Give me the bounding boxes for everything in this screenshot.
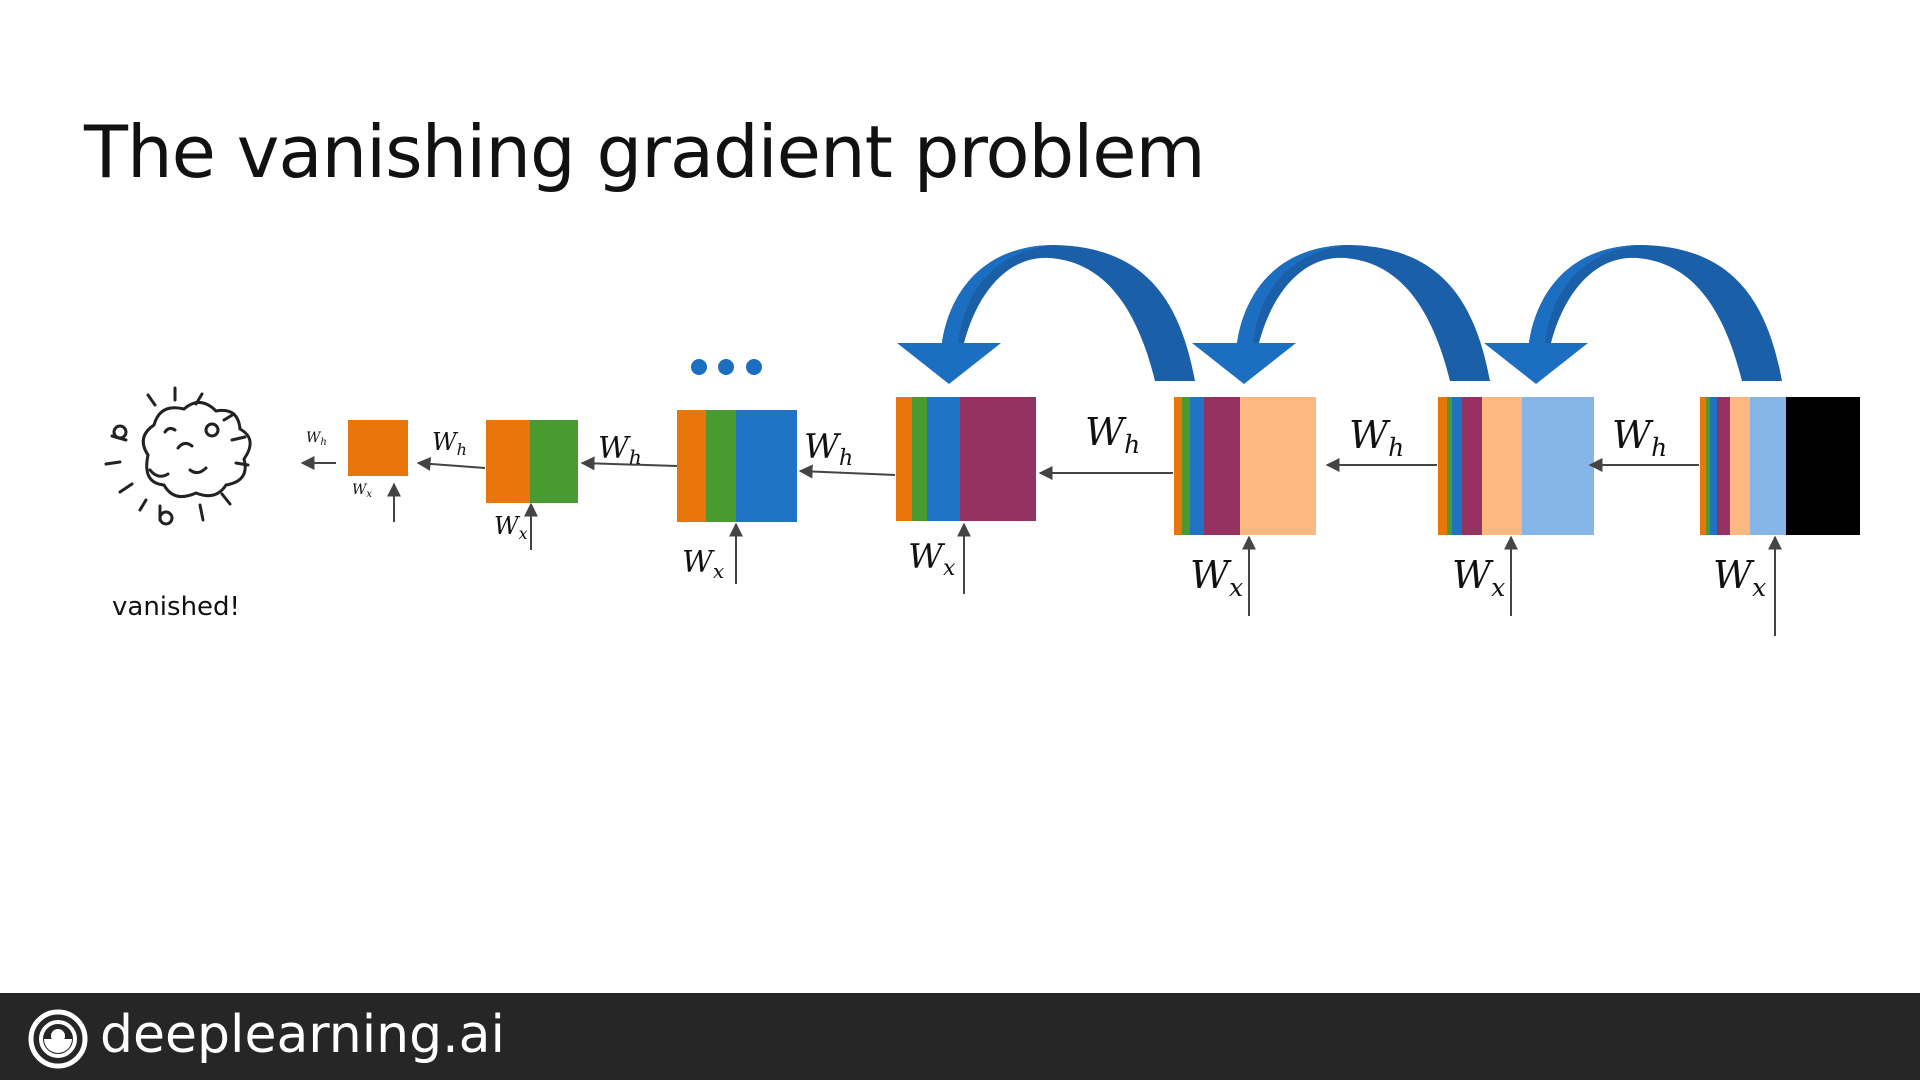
rnn-cell-5 bbox=[1174, 397, 1316, 535]
cell-stripe-plum bbox=[1204, 397, 1240, 535]
cell-stripe-orange bbox=[348, 420, 408, 476]
ellipsis-dots bbox=[691, 359, 762, 375]
wh-arrow-2 bbox=[416, 456, 486, 471]
cell-stripe-green bbox=[1447, 397, 1452, 535]
cell-stripe-blue bbox=[736, 410, 797, 522]
backprop-curved-arrow-1 bbox=[897, 245, 1195, 384]
backprop-curved-arrow-3 bbox=[1484, 245, 1782, 384]
vanished-label: vanished! bbox=[112, 592, 240, 622]
rnn-cell-3 bbox=[677, 410, 797, 522]
rnn-diagram: Wh Wh Wh Wh Wh Wh Wh Wx Wx Wx Wx Wx Wx W… bbox=[104, 245, 1860, 636]
cell-stripe-light-blue bbox=[1522, 397, 1594, 535]
cell-stripe-peach bbox=[1240, 397, 1316, 535]
cell-stripe-plum bbox=[960, 397, 1036, 521]
wx-label-4: Wx bbox=[908, 537, 956, 581]
wx-label-3: Wx bbox=[682, 545, 724, 583]
cell-stripe-black bbox=[1786, 397, 1860, 535]
wx-label-7: Wx bbox=[1713, 553, 1766, 602]
cell-stripe-blue bbox=[927, 397, 960, 521]
explosion-icon bbox=[104, 386, 252, 526]
wh-arrow-3 bbox=[580, 456, 678, 471]
cell-stripe-orange bbox=[1174, 397, 1182, 535]
cell-stripe-green bbox=[1706, 397, 1710, 535]
cell-stripe-green bbox=[530, 420, 578, 503]
cell-stripe-blue bbox=[1190, 397, 1204, 535]
cell-stripe-green bbox=[706, 410, 736, 522]
wh-label-2: Wh bbox=[432, 428, 467, 459]
wh-label-7: Wh bbox=[1612, 413, 1667, 462]
wh-label-6: Wh bbox=[1349, 413, 1404, 462]
rnn-cell-2 bbox=[486, 420, 578, 503]
wh-label-5: Wh bbox=[1085, 410, 1140, 459]
cell-stripe-peach bbox=[1482, 397, 1522, 535]
deeplearning-logo-icon bbox=[28, 1009, 88, 1069]
rnn-cell-4 bbox=[896, 397, 1036, 521]
wx-label-2: Wx bbox=[494, 512, 528, 543]
cell-stripe-orange bbox=[486, 420, 530, 503]
wh-label-4: Wh bbox=[804, 427, 853, 471]
ellipsis-dot bbox=[746, 359, 762, 375]
rnn-cell-7 bbox=[1700, 397, 1860, 535]
rnn-cell-6 bbox=[1438, 397, 1594, 535]
cell-stripe-blue bbox=[1710, 397, 1717, 535]
wx-label-6: Wx bbox=[1452, 553, 1505, 602]
ellipsis-dot bbox=[718, 359, 734, 375]
cell-stripe-orange bbox=[677, 410, 706, 522]
cell-stripe-plum bbox=[1717, 397, 1730, 535]
slide-title: The vanishing gradient problem bbox=[84, 110, 1206, 194]
cell-stripe-orange bbox=[1438, 397, 1447, 535]
cell-stripe-green bbox=[1182, 397, 1190, 535]
cell-stripe-orange bbox=[1700, 397, 1706, 535]
backprop-curved-arrow-2 bbox=[1192, 245, 1490, 384]
footer-bar: deeplearning.ai bbox=[0, 993, 1920, 1080]
ellipsis-dot bbox=[691, 359, 707, 375]
wx-label-5: Wx bbox=[1190, 553, 1243, 602]
cell-stripe-green bbox=[912, 397, 927, 521]
slide: The vanishing gradient problem bbox=[84, 110, 1860, 636]
brand-name: deeplearning.ai bbox=[100, 1005, 505, 1065]
rnn-cell-1 bbox=[348, 420, 408, 476]
wh-label-1: Wh bbox=[306, 430, 327, 448]
cell-stripe-plum bbox=[1462, 397, 1482, 535]
cell-stripe-blue bbox=[1452, 397, 1462, 535]
cell-stripe-peach bbox=[1730, 397, 1750, 535]
wh-arrow-4 bbox=[798, 464, 896, 479]
cell-stripe-orange bbox=[896, 397, 912, 521]
cell-stripe-light-blue bbox=[1750, 397, 1786, 535]
wh-label-3: Wh bbox=[598, 431, 642, 469]
wx-label-1: Wx bbox=[352, 482, 372, 500]
